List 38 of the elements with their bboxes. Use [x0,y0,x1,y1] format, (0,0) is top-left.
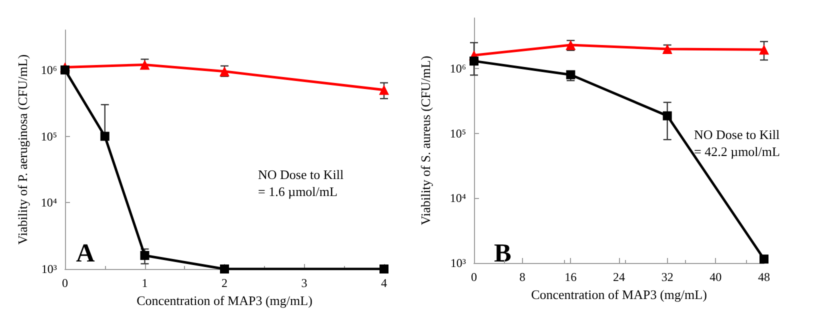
point [220,264,229,274]
x-tick-label: 4 [381,276,387,290]
x-tick-label: 16 [564,270,577,284]
y-tick-label: 10⁶ [450,61,466,76]
x-tick-label: 32 [661,270,674,284]
y-tick-label: 10³ [41,262,58,276]
x-axis-title: Concentration of MAP3 (mg/mL) [531,286,707,302]
x-tick-label: 0 [62,276,68,290]
point [662,111,672,120]
x-axis-title: Concentration of MAP3 (mg/mL) [136,292,312,308]
y-tick-label: 10⁶ [40,62,57,77]
x-tick-label: 40 [710,270,722,284]
annotation: B [494,238,512,268]
x-tick-label: 1 [142,276,148,290]
y-tick-label: 10⁴ [450,191,466,206]
point [470,56,478,66]
point [140,250,150,260]
point [566,70,576,80]
x-tick-label: 24 [613,270,625,284]
y-tick-label: 10³ [450,256,466,270]
point [379,84,389,95]
y-axis-title: Viability of P. aeruginosa (CFU/mL) [15,54,30,245]
point [60,65,70,74]
y-axis-title: Viability of S. aureus (CFU/mL) [418,56,433,226]
annotation: NO Dose to Kill = 42.2 µmol/mL [694,127,780,159]
x-tick-label: 0 [471,270,477,284]
point [759,44,769,55]
x-tick-label: 3 [301,276,308,290]
y-tick-label: 10⁵ [450,126,466,140]
x-tick-label: 8 [519,270,526,284]
y-tick-label: 10⁴ [40,196,57,210]
annotation: A [76,238,95,268]
x-tick-label: 2 [222,276,228,290]
annotation: NO Dose to Kill = 1.6 µmol/mL [258,167,344,199]
point [100,132,110,141]
y-tick-label: 10⁵ [40,129,57,144]
point [760,254,768,264]
x-tick-label: 48 [758,270,770,284]
